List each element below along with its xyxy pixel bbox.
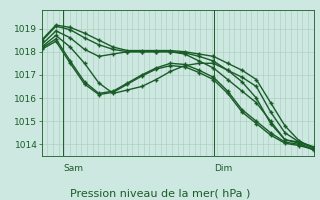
Text: Sam: Sam: [63, 164, 83, 173]
Text: Dim: Dim: [214, 164, 233, 173]
Text: Pression niveau de la mer( hPa ): Pression niveau de la mer( hPa ): [70, 188, 250, 198]
